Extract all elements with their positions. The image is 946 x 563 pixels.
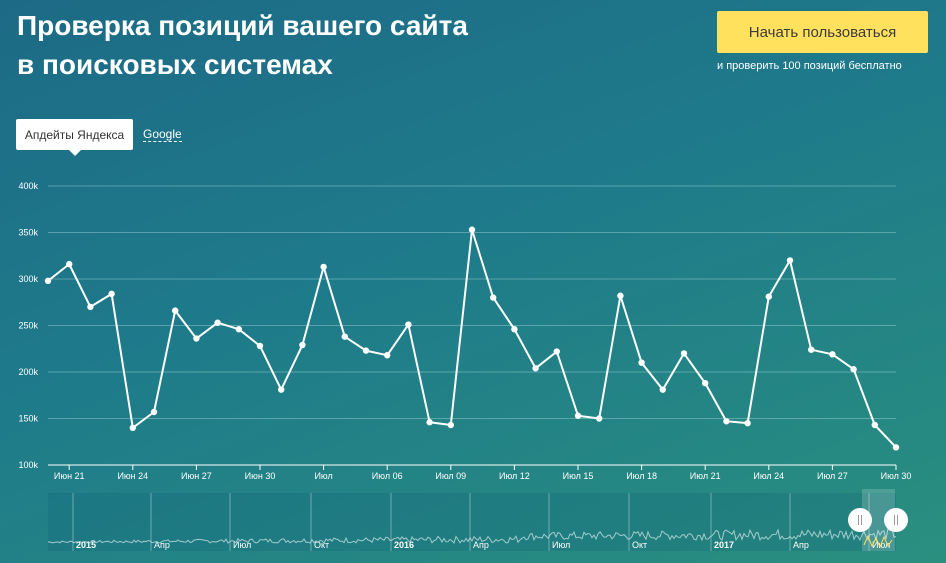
x-tick-label: Июл 06 xyxy=(372,471,403,481)
cta-note: и проверить 100 позиций бесплатно xyxy=(717,60,902,72)
navigator-right-handle[interactable] xyxy=(884,508,908,532)
data-point[interactable] xyxy=(129,424,136,431)
navigator-label: Апр xyxy=(473,540,489,550)
data-point[interactable] xyxy=(299,341,306,349)
tab-google[interactable]: Google xyxy=(143,127,182,142)
data-point[interactable] xyxy=(744,419,751,427)
data-point[interactable] xyxy=(214,319,221,326)
data-point[interactable] xyxy=(617,292,624,299)
y-tick-label: 200k xyxy=(18,367,38,377)
x-tick-label: Июл 24 xyxy=(753,471,784,481)
navigator-label: Апр xyxy=(154,540,170,550)
data-point[interactable] xyxy=(426,419,433,426)
data-point[interactable] xyxy=(87,303,94,311)
x-tick-label: Июл 09 xyxy=(435,471,466,481)
start-using-button[interactable]: Начать пользоваться xyxy=(717,11,928,53)
navigator-label: 2015 xyxy=(76,540,96,550)
data-point[interactable] xyxy=(490,294,497,301)
y-tick-label: 250k xyxy=(18,321,38,331)
navigator-label: Апр xyxy=(793,540,809,550)
x-tick-label: Июл 21 xyxy=(690,471,721,481)
navigator-label: Июл xyxy=(233,540,251,550)
data-point[interactable] xyxy=(150,408,158,416)
page-title: Проверка позиций вашего сайта в поисковы… xyxy=(17,6,468,84)
navigator-label: Июл xyxy=(552,540,570,550)
data-point[interactable] xyxy=(384,352,391,359)
navigator-label: 2017 xyxy=(714,540,734,550)
data-point[interactable] xyxy=(596,415,603,422)
x-tick-label: Июн 24 xyxy=(117,471,148,481)
data-point[interactable] xyxy=(341,333,348,340)
x-tick-label: Июл xyxy=(314,471,332,481)
series-line xyxy=(47,228,897,449)
data-point[interactable] xyxy=(553,348,560,355)
data-point[interactable] xyxy=(850,366,857,373)
y-tick-label: 350k xyxy=(18,228,38,238)
data-point[interactable] xyxy=(405,321,412,328)
data-point[interactable] xyxy=(468,226,476,233)
x-tick-label: Июн 27 xyxy=(181,471,212,481)
data-point[interactable] xyxy=(829,351,836,358)
data-point[interactable] xyxy=(108,290,115,298)
navigator-label: 2016 xyxy=(394,540,414,550)
data-point[interactable] xyxy=(278,386,285,393)
data-point[interactable] xyxy=(44,277,52,285)
data-point[interactable] xyxy=(659,386,666,393)
y-tick-label: 100k xyxy=(18,460,38,470)
page-title-line2: в поисковых системах xyxy=(17,49,333,80)
data-point[interactable] xyxy=(320,263,327,271)
data-point[interactable] xyxy=(680,350,688,357)
data-point[interactable] xyxy=(723,418,730,425)
y-tick-label: 150k xyxy=(18,414,38,424)
data-point[interactable] xyxy=(638,359,645,366)
data-point[interactable] xyxy=(172,307,179,314)
data-point[interactable] xyxy=(532,365,539,372)
x-tick-label: Июл 30 xyxy=(881,471,912,481)
data-point[interactable] xyxy=(193,335,200,342)
data-point[interactable] xyxy=(808,346,815,353)
navigator-selected-line xyxy=(863,534,893,549)
data-point[interactable] xyxy=(256,342,264,350)
x-tick-label: Июн 30 xyxy=(245,471,276,481)
data-point[interactable] xyxy=(66,260,73,268)
data-point[interactable] xyxy=(892,444,900,451)
x-tick-label: Июл 15 xyxy=(563,471,594,481)
data-point[interactable] xyxy=(574,412,582,419)
data-point[interactable] xyxy=(447,421,454,429)
x-tick-label: Июл 12 xyxy=(499,471,530,481)
data-point[interactable] xyxy=(702,379,709,387)
navigator-overview-line xyxy=(47,527,897,544)
data-point[interactable] xyxy=(362,347,370,354)
navigator-left-handle[interactable] xyxy=(848,508,872,532)
navigator-label: Окт xyxy=(632,540,647,550)
x-tick-label: Июл 27 xyxy=(817,471,848,481)
y-tick-label: 400k xyxy=(18,181,38,191)
page-title-line1: Проверка позиций вашего сайта xyxy=(17,10,468,41)
data-point[interactable] xyxy=(786,257,794,264)
data-point[interactable] xyxy=(235,326,242,333)
tab-yandex-updates[interactable]: Апдейты Яндекса xyxy=(16,119,133,156)
x-tick-label: Июл 18 xyxy=(626,471,657,481)
navigator-label: Окт xyxy=(314,540,329,550)
data-point[interactable] xyxy=(871,421,878,429)
y-tick-label: 300k xyxy=(18,274,38,284)
data-point[interactable] xyxy=(511,326,518,333)
navigator-background xyxy=(48,493,896,551)
x-tick-label: Июн 21 xyxy=(54,471,85,481)
data-point[interactable] xyxy=(765,293,772,300)
